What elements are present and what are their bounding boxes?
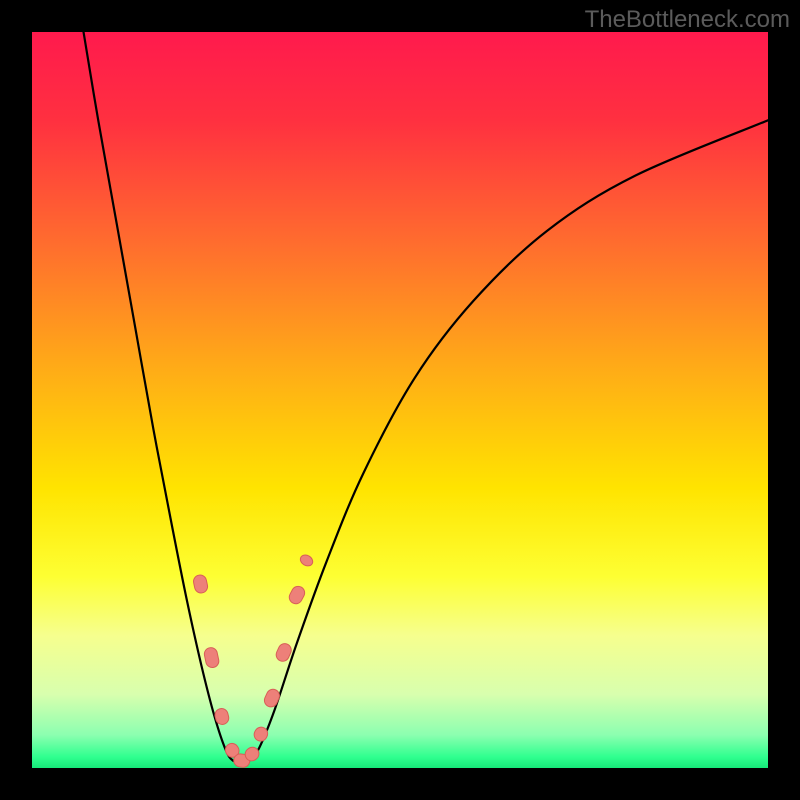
curve-marker [192,574,208,594]
curve-marker [203,646,220,668]
curve-marker [252,725,270,743]
curve-marker [287,584,307,606]
watermark-text: TheBottleneck.com [585,6,790,34]
curve-marker [274,642,293,664]
chart-plot-area [32,32,768,768]
curve-marker [214,707,230,726]
curve-marker [298,553,314,568]
markers-overlay [32,32,768,768]
curve-marker [262,687,281,709]
